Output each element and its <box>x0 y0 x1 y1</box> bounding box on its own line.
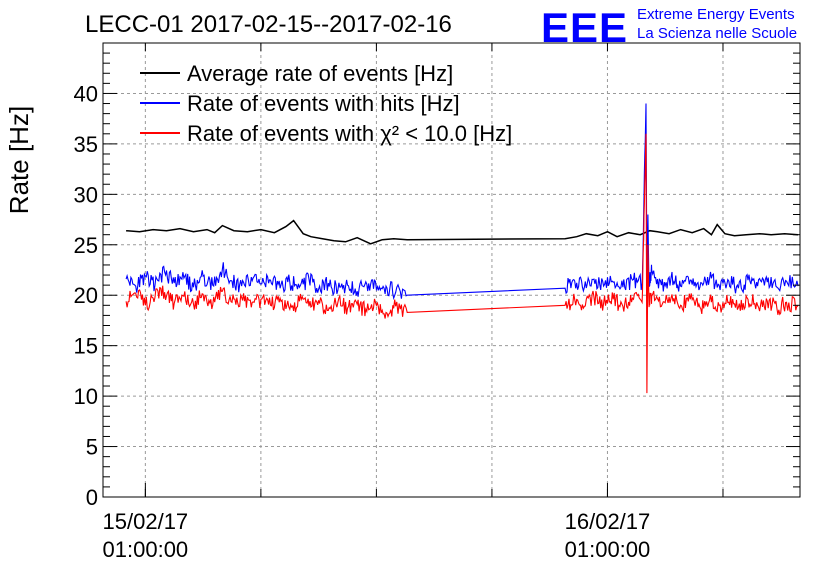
chart-title: LECC-01 2017-02-15--2017-02-16 <box>85 11 452 38</box>
logo-mark: EEE <box>541 4 628 51</box>
y-tick-label: 40 <box>74 81 98 106</box>
y-tick-label: 35 <box>74 132 98 157</box>
logo-line-2: La Scienza nelle Scuole <box>637 25 797 42</box>
y-axis: 0 5 10 15 20 25 30 35 40 <box>74 52 800 510</box>
y-tick-label: 0 <box>86 485 98 510</box>
y-tick-label: 15 <box>74 334 98 359</box>
y-tick-label: 10 <box>74 384 98 409</box>
x-tick-label-date: 16/02/17 <box>565 509 651 534</box>
x-tick-label-time: 01:00:00 <box>565 537 651 562</box>
x-axis: 15/02/17 01:00:00 16/02/17 01:00:00 <box>103 43 724 562</box>
x-tick-label-date: 15/02/17 <box>103 509 189 534</box>
legend-label-chi2: Rate of events with χ² < 10.0 [Hz] <box>187 121 512 146</box>
legend-label-average: Average rate of events [Hz] <box>187 61 453 86</box>
logo-line-1: Extreme Energy Events <box>637 6 795 23</box>
series-line-2 <box>125 133 799 394</box>
series-group <box>125 103 799 394</box>
legend: Average rate of events [Hz] Rate of even… <box>140 61 512 146</box>
legend-label-hits: Rate of events with hits [Hz] <box>187 91 460 116</box>
x-tick-label-time: 01:00:00 <box>103 537 189 562</box>
series-line-1 <box>125 103 799 301</box>
series-line-0 <box>126 219 799 245</box>
y-tick-label: 5 <box>86 435 98 460</box>
y-axis-label: Rate [Hz] <box>4 106 34 214</box>
y-tick-label: 25 <box>74 233 98 258</box>
y-tick-label: 20 <box>74 283 98 308</box>
eee-logo: EEE Extreme Energy Events La Scienza nel… <box>541 4 797 51</box>
plot-frame <box>102 42 801 498</box>
y-tick-label: 30 <box>74 182 98 207</box>
